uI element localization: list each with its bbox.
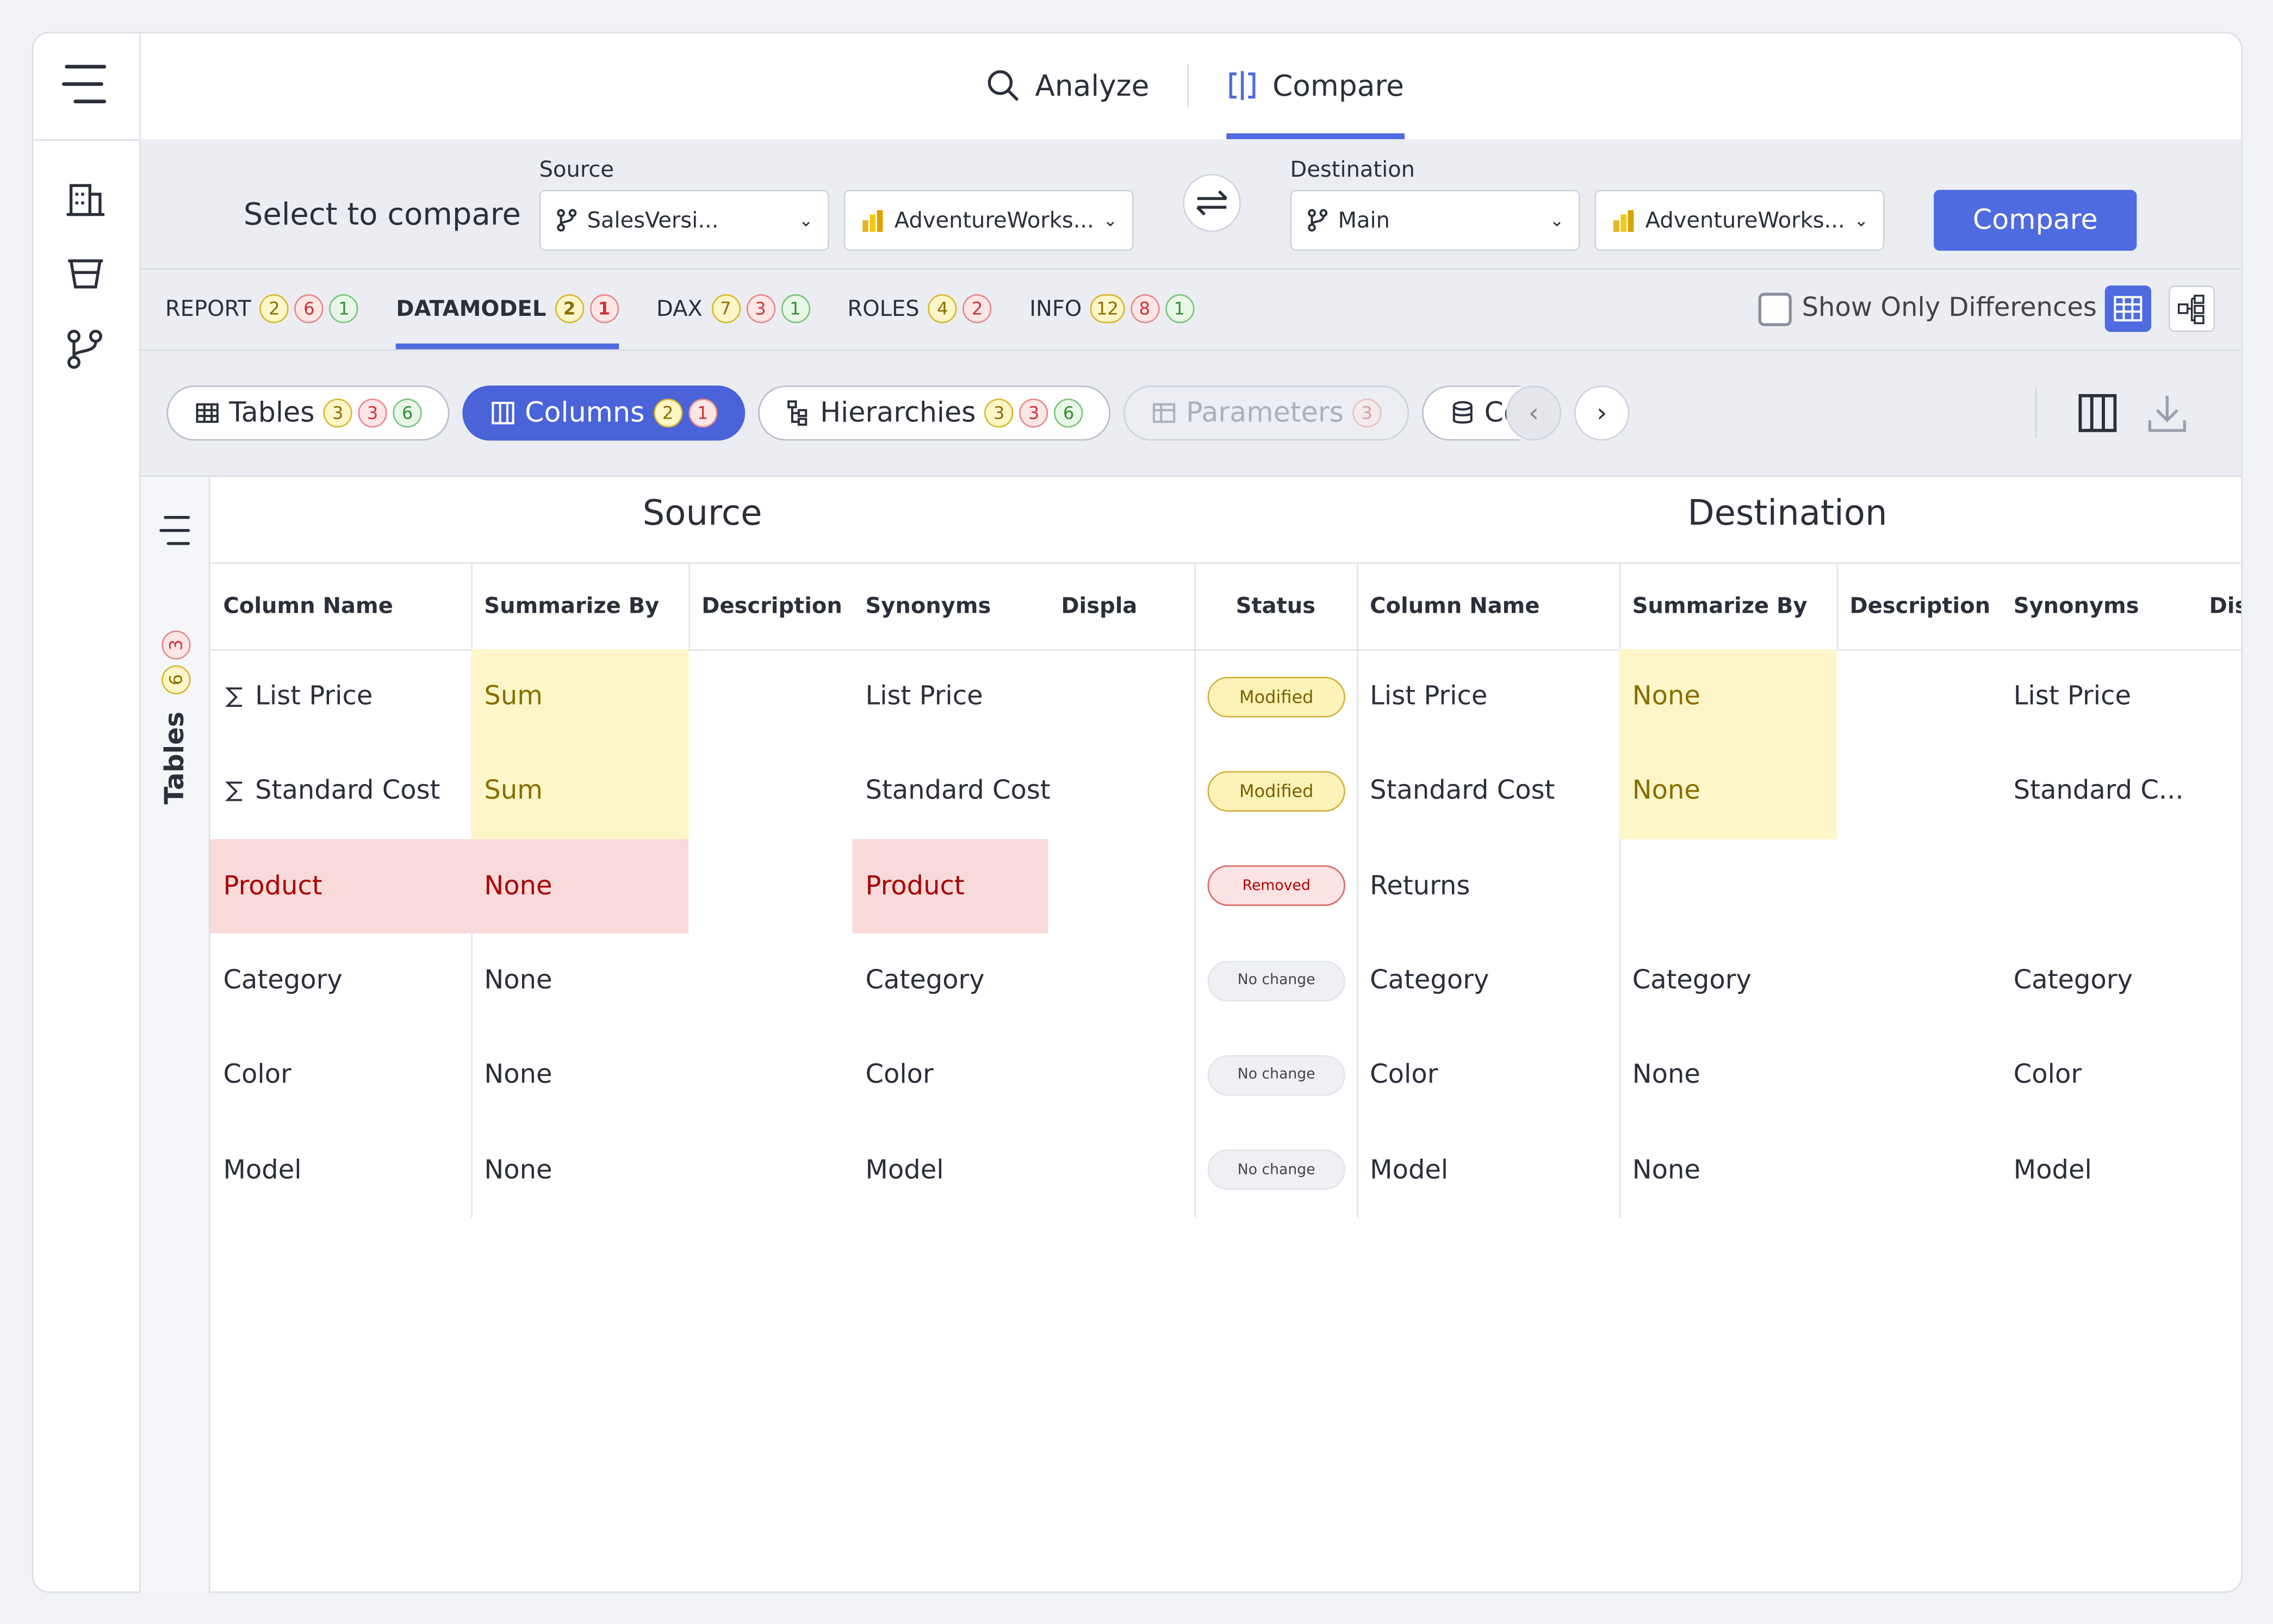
count-badge: 1 [780,294,810,323]
count-badge: 3 [984,399,1014,428]
tab-label: DATAMODEL [396,295,546,322]
subtab-label: Parameters [1186,397,1344,430]
dropdown-text: AdventureWorks... [1645,207,1845,234]
destination-model[interactable]: AdventureWorks... ⌄ [1594,190,1885,251]
side-panel [140,477,210,1593]
dropdown-text: AdventureWorks... [894,207,1094,234]
count-badge: 6 [294,294,324,323]
divider [140,475,2241,477]
sidebar-icons[interactable] [64,177,107,379]
count-badge: 12 [1090,294,1125,323]
icon [787,400,807,426]
count-badge: 2 [653,399,682,428]
count-badge: 6 [160,665,190,694]
dropdown-text: SalesVersi... [587,207,719,234]
next-button[interactable]: › [1574,385,1630,441]
nav: Analyze Compare [0,32,2273,139]
count-badge: 6 [393,399,422,428]
subtab-label: Columns [525,397,645,430]
tab-label: REPORT [165,295,251,322]
count-badge: 8 [1130,294,1159,323]
subtab-label: Tables [229,397,315,430]
count-badge: 3 [746,294,775,323]
tab[interactable]: DAX 7 3 1 [656,268,810,349]
sidebar [32,32,141,1593]
nav-tabs: Analyze Compare [986,32,1404,139]
nav-label: Analyze [1035,68,1150,103]
icon [1153,403,1176,423]
divider [32,139,141,141]
tab[interactable]: REPORT 2 6 1 [165,268,359,349]
side-rotated: Tables 6 3 [160,630,191,805]
nav-tab[interactable]: Analyze [986,32,1150,139]
destination-label: Destination [1290,156,1415,183]
source-branch[interactable]: SalesVersi... ⌄ [539,190,829,251]
toolbar-title: Select to compare [243,197,521,232]
count-badge: 7 [711,294,741,323]
nav-divider [1187,64,1189,108]
icon [196,403,219,423]
subtab: Parameters 3 [1123,385,1409,441]
destination-branch[interactable]: Main ⌄ [1290,190,1580,251]
count-badge: 4 [928,294,957,323]
menu-icon[interactable] [58,58,116,116]
checkbox-label: Show Only Differences [1802,293,2097,323]
subtab[interactable]: Tables 3 3 6 [166,385,450,441]
count-badge: 3 [1352,399,1382,428]
source-model[interactable]: AdventureWorks... ⌄ [843,190,1134,251]
side-title: Tables [160,711,191,805]
subtabs: Tables 3 3 6 Columns 2 1 Hierarchies 3 3 6 Paramete… [166,385,1521,441]
count-badge: 3 [160,630,190,659]
nav-label: Compare [1272,68,1404,103]
tab[interactable]: ROLES 4 2 [847,268,992,349]
count-badge: 3 [323,399,352,428]
count-badge: 2 [962,294,992,323]
subtab-label: Hierarchies [820,397,976,430]
count-badge: 2 [555,294,584,323]
columns-icon[interactable] [2076,391,2119,435]
count-badge: 3 [1019,399,1048,428]
tab-label: DAX [656,295,703,322]
count-badge: 6 [1054,399,1083,428]
divider [140,268,2241,270]
side-menu-icon[interactable] [157,513,194,551]
subtab[interactable]: Co [1421,385,1521,441]
tabs: REPORT 2 6 1 DATAMODEL 2 1 DAX 7 3 1 ROLES 4 2 INFO 12 8… [165,268,1194,350]
dropdown-text: Main [1338,207,1390,234]
count-badge: 3 [358,399,387,428]
icon [492,402,514,425]
grid-view-button[interactable] [2104,285,2152,332]
checkbox[interactable] [1758,293,1792,326]
nav-tab[interactable]: Compare [1226,32,1404,139]
count-badge: 1 [589,294,619,323]
count-badge: 2 [259,294,289,323]
subtab[interactable]: Columns 2 1 [462,385,745,441]
count-badge: 1 [329,294,359,323]
compare-button[interactable]: Compare [1934,190,2137,251]
tab[interactable]: INFO 12 8 1 [1029,268,1194,349]
divider [2035,388,2037,438]
source-label: Source [539,156,614,183]
diagram-view-button[interactable] [2169,285,2215,332]
download-icon[interactable] [2145,391,2189,435]
icon [1452,401,1473,424]
swap-button[interactable] [1183,173,1241,232]
count-badge: 1 [1165,294,1194,323]
tab-label: INFO [1029,295,1082,322]
count-badge: 1 [688,399,717,428]
divider [140,349,2241,351]
tab-label: ROLES [847,295,920,322]
prev-button[interactable]: ‹ [1506,385,1562,441]
subtab[interactable]: Hierarchies 3 3 6 [757,385,1111,441]
tab[interactable]: DATAMODEL 2 1 [396,268,619,350]
side-label: Tables 6 3 [141,609,210,826]
